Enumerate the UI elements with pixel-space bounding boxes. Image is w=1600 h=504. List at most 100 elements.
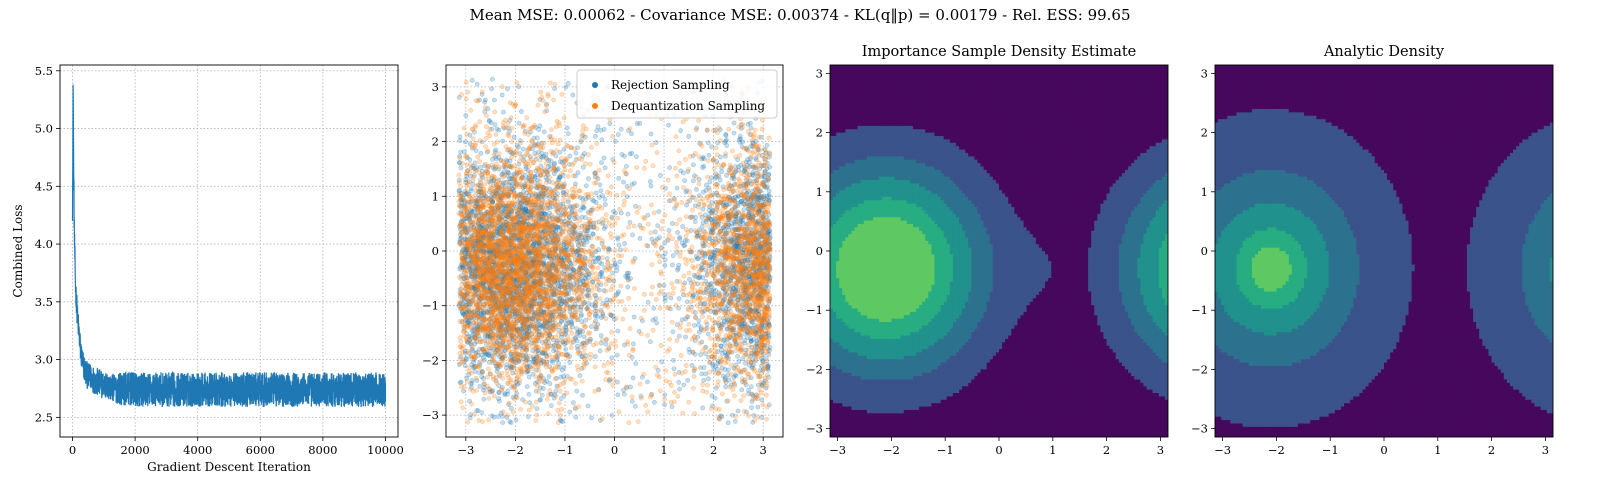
scatter-point (479, 151, 483, 155)
scatter-point (767, 194, 771, 198)
scatter-point (616, 393, 620, 397)
loss-series-line (73, 85, 386, 407)
scatter-point (538, 398, 542, 402)
scatter-point (535, 407, 539, 411)
scatter-point (468, 158, 472, 162)
x-tick-label: −2 (507, 443, 524, 457)
scatter-point (603, 166, 607, 170)
y-tick-label: 4.0 (35, 237, 53, 251)
scatter-point (630, 399, 634, 403)
scatter-point (482, 397, 486, 401)
x-tick-label: 3 (760, 443, 767, 457)
scatter-point (650, 237, 654, 241)
scatter-point (577, 350, 581, 354)
scatter-point (459, 166, 463, 170)
scatter-point (638, 121, 642, 125)
scatter-point (749, 339, 753, 343)
scatter-point (639, 396, 643, 400)
scatter-point (574, 415, 578, 419)
scatter-point (638, 236, 642, 240)
scatter-point (624, 274, 628, 278)
scatter-point (600, 262, 604, 266)
scatter-point (617, 176, 621, 180)
scatter-point (471, 346, 475, 350)
scatter-point (533, 350, 537, 354)
scatter-point (657, 210, 661, 214)
scatter-point (505, 363, 509, 367)
scatter-point (610, 271, 614, 275)
scatter-point (514, 418, 518, 422)
scatter-point (598, 183, 602, 187)
scatter-point (626, 212, 630, 216)
scatter-point (602, 127, 606, 131)
scatter-point (595, 129, 599, 133)
scatter-point (464, 113, 468, 117)
scatter-point (459, 150, 463, 154)
scatter-point (687, 134, 691, 138)
scatter-point (496, 415, 500, 419)
x-axis-label: Gradient Descent Iteration (147, 460, 311, 474)
scatter-point (470, 378, 474, 382)
scatter-series-1 (457, 79, 772, 425)
scatter-point (732, 131, 736, 135)
scatter-point (469, 189, 473, 193)
scatter-point (663, 241, 667, 245)
scatter-point (615, 353, 619, 357)
scatter-point (562, 147, 566, 151)
scatter-point (487, 396, 491, 400)
scatter-point (706, 332, 710, 336)
scatter-point (586, 177, 590, 181)
scatter-point (649, 132, 653, 136)
scatter-point (575, 344, 579, 348)
scatter-point (565, 126, 569, 130)
scatter-point (683, 179, 687, 183)
scatter-point (501, 414, 505, 418)
scatter-point (490, 414, 494, 418)
scatter-point (583, 215, 587, 219)
scatter-point (596, 257, 600, 261)
scatter-point (613, 211, 617, 215)
scatter-point (768, 165, 772, 169)
scatter-point (706, 141, 710, 145)
scatter-point (697, 194, 701, 198)
scatter-point (527, 375, 531, 379)
scatter-point (663, 393, 667, 397)
scatter-point (674, 303, 678, 307)
scatter-point (561, 374, 565, 378)
scatter-point (724, 385, 728, 389)
scatter-point (697, 330, 701, 334)
scatter-point (492, 98, 496, 102)
scatter-point (594, 200, 598, 204)
scatter-point (618, 248, 622, 252)
scatter-point (692, 323, 696, 327)
scatter-point (512, 135, 516, 139)
scatter-point (655, 321, 659, 325)
x-tick-label: 2 (710, 443, 717, 457)
scatter-point (730, 221, 734, 225)
scatter-point (480, 375, 484, 379)
scatter-point (632, 315, 636, 319)
scatter-point (720, 170, 724, 174)
scatter-point (628, 220, 632, 224)
scatter-point (490, 87, 494, 91)
scatter-point (494, 148, 498, 152)
scatter-point (739, 398, 743, 402)
scatter-point (489, 121, 493, 125)
scatter-point (681, 171, 685, 175)
y-tick-label: 4.5 (35, 179, 53, 193)
scatter-point (726, 421, 730, 425)
scatter-point (653, 230, 657, 234)
scatter-point (458, 139, 462, 143)
scatter-point (694, 175, 698, 179)
scatter-point (742, 208, 746, 212)
scatter-point (497, 399, 501, 403)
scatter-point (603, 202, 607, 206)
scatter-point (571, 401, 575, 405)
scatter-point (653, 317, 657, 321)
scatter-point (526, 415, 530, 419)
y-tick-label: 3.5 (35, 295, 53, 309)
scatter-point (700, 165, 704, 169)
scatter-point (580, 393, 584, 397)
scatter-point (500, 93, 504, 97)
scatter-point (663, 293, 667, 297)
